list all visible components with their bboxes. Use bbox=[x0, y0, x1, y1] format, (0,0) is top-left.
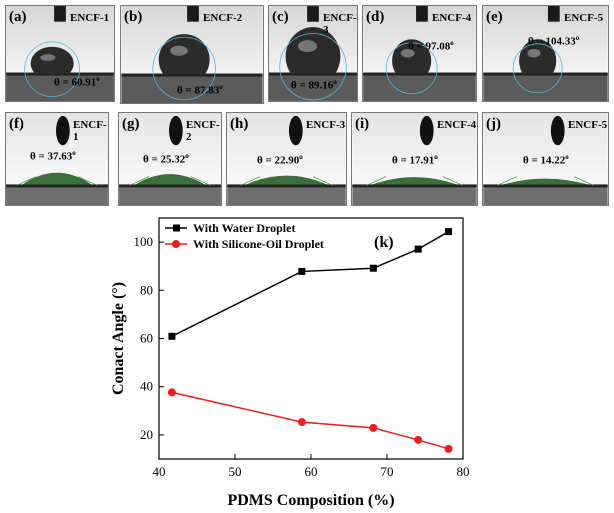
sample-name: ENCF-2 bbox=[203, 12, 243, 24]
contact-angle-value: θ = 87.83o bbox=[177, 83, 223, 97]
panel-label: (c) bbox=[272, 9, 289, 25]
contact-angle-value: θ = 22.90o bbox=[257, 153, 303, 167]
data-point bbox=[297, 418, 306, 427]
data-point bbox=[168, 332, 176, 340]
droplet-photo bbox=[121, 6, 263, 103]
x-axis-label: PDMS Composition (%) bbox=[227, 492, 394, 509]
sample-name: ENCF-4 bbox=[432, 12, 472, 24]
sample-name: ENCF-1 bbox=[70, 12, 110, 24]
panel-label: (a) bbox=[9, 9, 27, 25]
droplet-photo bbox=[119, 113, 221, 205]
droplet-photo bbox=[227, 113, 346, 205]
droplet-photo bbox=[483, 113, 608, 205]
panel-label: (f) bbox=[9, 116, 24, 132]
y-tick-label: 80 bbox=[140, 282, 153, 297]
x-tick-label: 50 bbox=[229, 464, 242, 479]
water-panel-5: (e) ENCF-5 θ = 104.33o bbox=[482, 5, 609, 102]
oil-panel-2: (g) ENCF-2 θ = 25.32o bbox=[118, 112, 222, 206]
y-tick-label: 100 bbox=[134, 234, 154, 249]
x-tick-label: 60 bbox=[305, 464, 318, 479]
legend-entry: With Water Droplet bbox=[193, 221, 295, 235]
x-tick-label: 70 bbox=[381, 464, 394, 479]
panel-label: (e) bbox=[486, 9, 503, 25]
contact-angle-value: θ = 25.32o bbox=[143, 152, 189, 166]
sample-name: ENCF-2 bbox=[186, 119, 220, 143]
droplet-photo bbox=[6, 113, 108, 205]
data-point bbox=[414, 435, 423, 444]
droplet-photo bbox=[269, 6, 357, 101]
contact-angle-value: θ = 89.16o bbox=[291, 78, 337, 92]
data-point bbox=[444, 444, 453, 453]
contact-angle-chart: 40 50 60 70 80 20 40 60 80 100 PDMS Composition (%… bbox=[110, 217, 470, 509]
data-point bbox=[369, 264, 377, 272]
panel-label: (g) bbox=[122, 116, 140, 132]
droplet-photo bbox=[352, 113, 477, 205]
panel-label: (h) bbox=[230, 116, 249, 132]
water-panel-1: (a) ENCF-1 θ = 60.91o bbox=[5, 5, 115, 102]
contact-angle-value: θ = 17.91o bbox=[392, 153, 438, 167]
water-panel-2: (b) ENCF-2 θ = 87.83o bbox=[120, 5, 264, 104]
x-tick-label: 80 bbox=[457, 464, 470, 479]
oil-panel-1: (f) ENCF-1 θ = 37.63o bbox=[5, 112, 109, 206]
data-point bbox=[167, 388, 176, 397]
x-tick-label: 40 bbox=[153, 464, 166, 479]
panel-label: (b) bbox=[124, 9, 143, 25]
oil-panel-3: (h) ENCF-3 θ = 22.90o bbox=[226, 112, 347, 206]
legend-marker bbox=[172, 240, 180, 248]
sample-name: ENCF-4 bbox=[437, 119, 477, 131]
sample-name: ENCF-3 bbox=[306, 119, 346, 131]
panel-label: (j) bbox=[486, 116, 501, 132]
sample-name: ENCF-3 bbox=[323, 12, 357, 36]
series-line-2 bbox=[171, 391, 449, 450]
oil-panel-4: (i) ENCF-4 θ = 17.91o bbox=[351, 112, 478, 206]
sample-name: ENCF-5 bbox=[564, 12, 604, 24]
contact-angle-value: θ = 14.22o bbox=[523, 153, 569, 167]
oil-panel-5: (j) ENCF-5 θ = 14.22o bbox=[482, 112, 609, 206]
panel-label: (d) bbox=[366, 9, 385, 25]
data-point bbox=[445, 228, 453, 236]
contact-angle-value: θ = 104.33o bbox=[528, 34, 580, 48]
contact-angle-value: θ = 37.63o bbox=[30, 149, 76, 163]
y-axis-label: Conact Angle (°) bbox=[110, 282, 127, 395]
y-tick-label: 20 bbox=[140, 427, 153, 442]
droplet-photo bbox=[483, 6, 608, 101]
y-tick-label: 60 bbox=[140, 331, 153, 346]
contact-angle-value: θ = 97.08o bbox=[408, 39, 454, 53]
y-tick-label: 40 bbox=[140, 379, 153, 394]
legend-marker bbox=[173, 224, 180, 232]
droplet-photo bbox=[363, 6, 476, 101]
water-panel-3: (c) ENCF-3 θ = 89.16o bbox=[268, 5, 358, 102]
sample-name: ENCF-5 bbox=[568, 119, 608, 131]
data-point bbox=[414, 245, 422, 253]
data-point bbox=[298, 267, 306, 275]
droplet-photo bbox=[6, 6, 114, 101]
water-panel-4: (d) ENCF-4 θ = 97.08o bbox=[362, 5, 477, 102]
data-point bbox=[369, 423, 378, 432]
legend-entry: With Silicone-Oil Droplet bbox=[193, 237, 324, 251]
chart-panel-label: (k) bbox=[374, 234, 394, 251]
panel-label: (i) bbox=[355, 116, 370, 132]
contact-angle-value: θ = 60.91o bbox=[54, 75, 100, 89]
sample-name: ENCF-1 bbox=[73, 119, 107, 143]
